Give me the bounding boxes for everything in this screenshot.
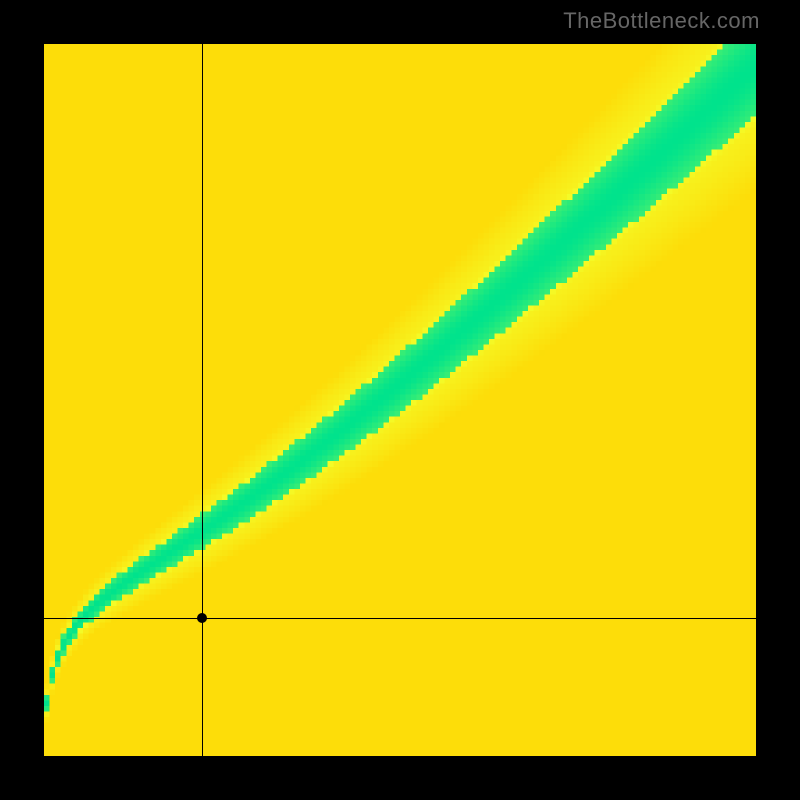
bottleneck-heatmap bbox=[44, 44, 756, 756]
stage: TheBottleneck.com bbox=[0, 0, 800, 800]
plot-area bbox=[44, 44, 756, 756]
watermark: TheBottleneck.com bbox=[563, 8, 760, 34]
